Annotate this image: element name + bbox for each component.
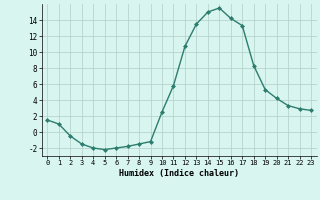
X-axis label: Humidex (Indice chaleur): Humidex (Indice chaleur) <box>119 169 239 178</box>
